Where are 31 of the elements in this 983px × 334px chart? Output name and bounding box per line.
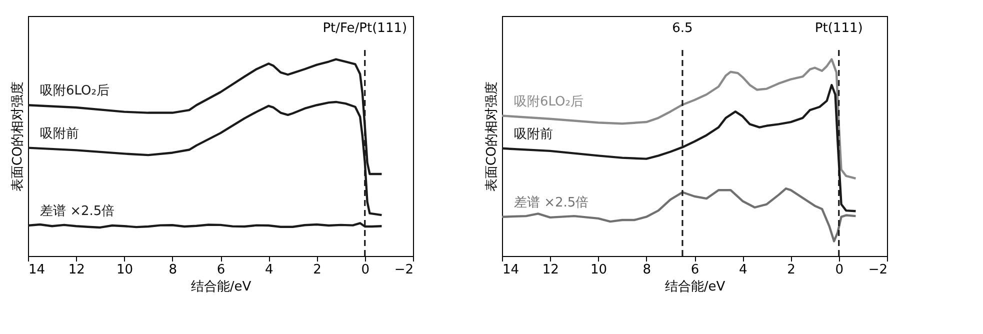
series-label: 差谱 ×2.5倍 [40,204,115,220]
x-tick-label: −2 [868,262,888,278]
x-tick-label: 4 [738,262,748,278]
x-tick-label: −2 [394,262,414,278]
x-tick-label: 8 [642,262,652,278]
x-tick-label: 8 [168,262,178,278]
ref-line-label: Pt(111) [814,21,863,36]
x-tick-label: 12 [542,262,559,278]
x-tick-label: 2 [313,262,322,278]
x-axis-title: 结合能/eV [190,280,252,294]
x-tick-label: 12 [68,262,85,278]
x-tick-label: 2 [787,262,796,278]
series-label: 吸附前 [514,126,553,142]
series-label: 吸附6LO₂后 [40,84,110,99]
series-label: 吸附前 [40,126,79,142]
y-axis-title: 表面CO的相对强度 [484,81,500,192]
x-tick-label: 10 [590,262,608,278]
x-tick-label: 0 [361,262,370,278]
x-tick-label: 14 [28,262,46,278]
x-tick-label: 0 [835,262,844,278]
x-tick-label: 14 [502,262,520,278]
x-tick-label: 6 [216,262,226,278]
series-label: 差谱 ×2.5倍 [514,195,589,210]
x-tick-label: 6 [690,262,700,278]
series-label: 吸附6LO₂后 [514,94,584,110]
ref-line-label: Pt/Fe/Pt(111) [322,21,408,36]
x-tick-label: 4 [264,262,274,278]
y-axis-title: 表面CO的相对强度 [10,81,26,192]
ref-line-label: 6.5 [672,21,693,36]
x-tick-label: 10 [116,262,134,278]
x-axis-title: 结合能/eV [664,280,726,294]
